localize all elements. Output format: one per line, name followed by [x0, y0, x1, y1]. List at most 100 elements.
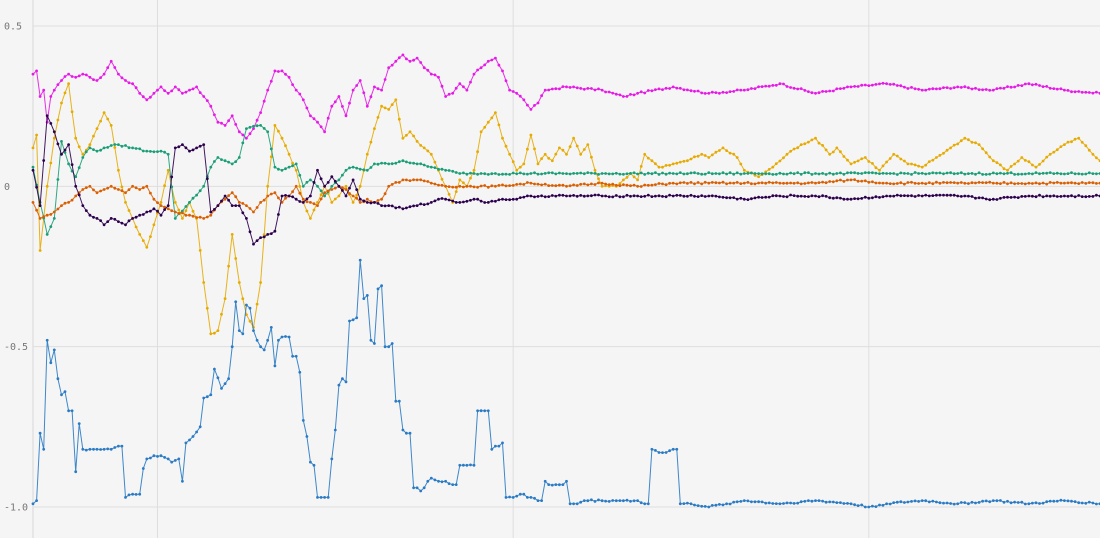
data-point — [447, 92, 451, 96]
data-point — [568, 145, 572, 149]
data-point — [984, 173, 988, 176]
data-point — [931, 182, 935, 186]
data-point — [678, 160, 682, 164]
data-point — [785, 501, 789, 505]
series-line — [32, 54, 1100, 139]
data-point — [259, 124, 262, 127]
data-point — [497, 173, 501, 176]
data-point — [56, 83, 60, 86]
data-point — [433, 478, 437, 482]
data-point — [1052, 172, 1056, 176]
data-point — [508, 495, 511, 499]
data-point — [643, 502, 647, 506]
data-point — [767, 168, 771, 171]
data-point — [273, 191, 277, 195]
data-point — [774, 172, 778, 176]
data-point — [885, 502, 888, 506]
data-point — [202, 95, 206, 98]
data-point — [700, 91, 704, 95]
data-point — [753, 87, 757, 90]
data-point — [757, 195, 760, 199]
data-point — [956, 502, 960, 506]
data-point — [405, 178, 408, 182]
data-point — [433, 199, 437, 203]
data-point — [291, 190, 294, 194]
data-point — [223, 194, 227, 198]
data-point — [650, 159, 654, 163]
data-point — [682, 159, 686, 163]
data-point — [355, 84, 359, 87]
data-point — [842, 86, 846, 90]
data-point — [1041, 159, 1045, 163]
data-point — [771, 84, 775, 87]
data-point — [881, 195, 885, 199]
data-point — [213, 331, 216, 335]
data-point — [1006, 499, 1009, 503]
data-point — [689, 193, 693, 197]
data-point — [237, 204, 241, 208]
data-point — [81, 447, 85, 451]
data-point — [682, 181, 686, 184]
data-point — [1009, 165, 1013, 168]
data-point — [782, 172, 785, 176]
data-point — [938, 193, 942, 197]
data-point — [970, 500, 974, 504]
data-point — [558, 87, 561, 91]
data-point — [479, 66, 483, 70]
data-point — [309, 114, 312, 118]
data-point — [547, 156, 551, 160]
data-point — [490, 199, 494, 203]
data-point — [671, 447, 675, 451]
data-point — [760, 85, 764, 88]
data-point — [262, 198, 266, 202]
data-point — [807, 140, 810, 144]
data-point — [927, 172, 931, 175]
data-point — [397, 181, 401, 184]
data-point — [590, 155, 593, 159]
data-point — [504, 79, 508, 83]
data-point — [661, 171, 664, 175]
data-point — [422, 146, 426, 150]
data-point — [668, 449, 671, 453]
data-point — [49, 213, 53, 216]
data-point — [547, 171, 551, 175]
data-point — [959, 501, 963, 504]
data-point — [842, 180, 846, 183]
data-point — [109, 144, 113, 147]
data-point — [710, 153, 714, 157]
data-point — [344, 188, 348, 191]
data-point — [618, 93, 622, 97]
data-point — [771, 502, 775, 505]
data-point — [739, 500, 743, 503]
data-point — [984, 499, 988, 503]
data-point — [757, 172, 760, 176]
data-point — [931, 87, 935, 91]
data-point — [351, 194, 355, 198]
data-point — [853, 503, 856, 507]
data-point — [177, 212, 181, 215]
data-point — [718, 503, 721, 506]
data-point — [227, 264, 231, 268]
data-point — [230, 191, 234, 195]
data-point — [280, 194, 284, 198]
data-point — [494, 56, 497, 60]
data-point — [639, 90, 643, 94]
data-point — [412, 178, 415, 182]
data-point — [508, 152, 511, 156]
data-point — [1095, 90, 1098, 94]
data-point — [301, 201, 305, 204]
data-point — [607, 183, 611, 187]
data-point — [77, 193, 81, 197]
data-point — [718, 149, 721, 152]
data-point — [646, 193, 650, 197]
data-point — [917, 194, 920, 197]
data-point — [735, 156, 739, 159]
data-point — [1038, 182, 1041, 186]
data-point — [970, 181, 974, 185]
data-point — [899, 194, 903, 198]
data-point — [543, 152, 547, 156]
data-point — [611, 172, 615, 176]
data-point — [309, 201, 312, 204]
data-point — [654, 194, 657, 198]
data-point — [952, 502, 956, 506]
